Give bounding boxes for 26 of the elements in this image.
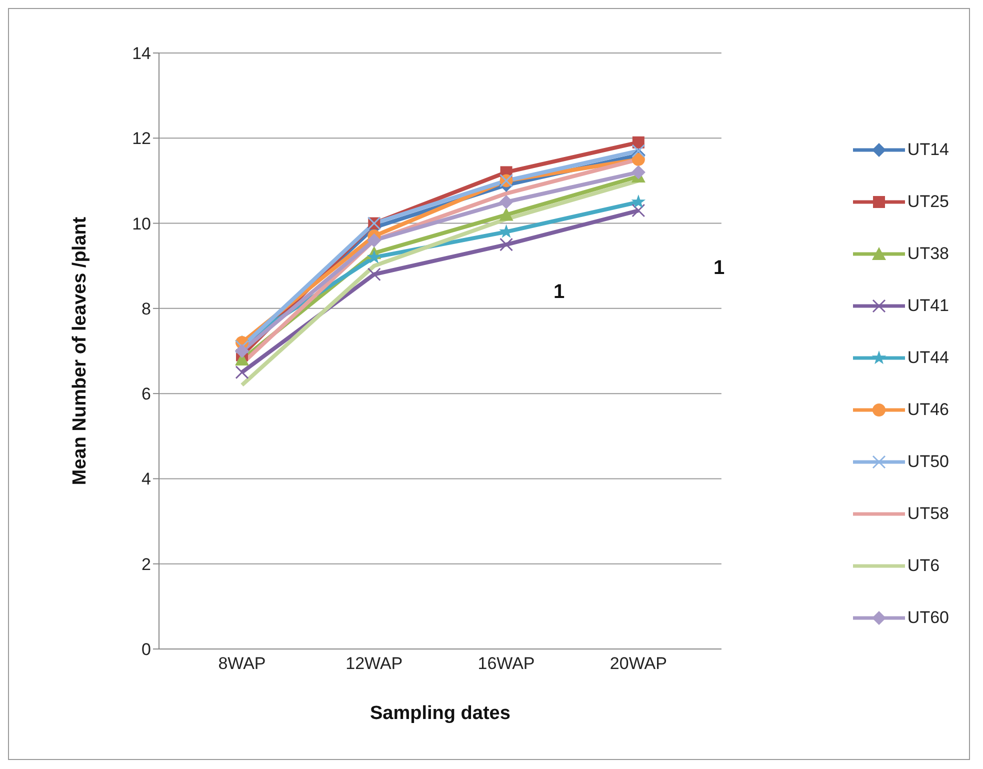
x-tick-label: 20WAP bbox=[610, 654, 667, 674]
legend-label: UT60 bbox=[907, 608, 949, 628]
y-tick-label: 10 bbox=[132, 214, 151, 234]
y-tick-label: 6 bbox=[142, 384, 151, 404]
y-tick-label: 0 bbox=[142, 640, 151, 660]
legend-label: UT50 bbox=[907, 452, 949, 472]
y-tick-label: 14 bbox=[132, 44, 151, 64]
legend-label: UT38 bbox=[907, 244, 949, 264]
x-tick-label: 8WAP bbox=[218, 654, 266, 674]
legend-label: UT41 bbox=[907, 296, 949, 316]
annotation: 1 bbox=[699, 257, 739, 280]
legend-label: UT58 bbox=[907, 504, 949, 524]
annotation: 1 bbox=[539, 281, 579, 304]
y-axis-title: Mean Number of leaves /plant bbox=[70, 216, 91, 486]
legend-label: UT46 bbox=[907, 400, 949, 420]
legend-label: UT14 bbox=[907, 140, 949, 160]
x-tick-label: 12WAP bbox=[346, 654, 403, 674]
x-axis-title: Sampling dates bbox=[370, 703, 510, 724]
y-tick-label: 12 bbox=[132, 129, 151, 148]
legend-label: UT44 bbox=[907, 348, 949, 368]
legend-label: UT6 bbox=[907, 556, 940, 576]
legend-label: UT25 bbox=[907, 192, 949, 212]
y-tick-label: 8 bbox=[142, 299, 151, 318]
y-tick-label: 2 bbox=[142, 554, 151, 574]
x-tick-label: 16WAP bbox=[478, 654, 535, 674]
y-tick-label: 4 bbox=[142, 470, 151, 489]
